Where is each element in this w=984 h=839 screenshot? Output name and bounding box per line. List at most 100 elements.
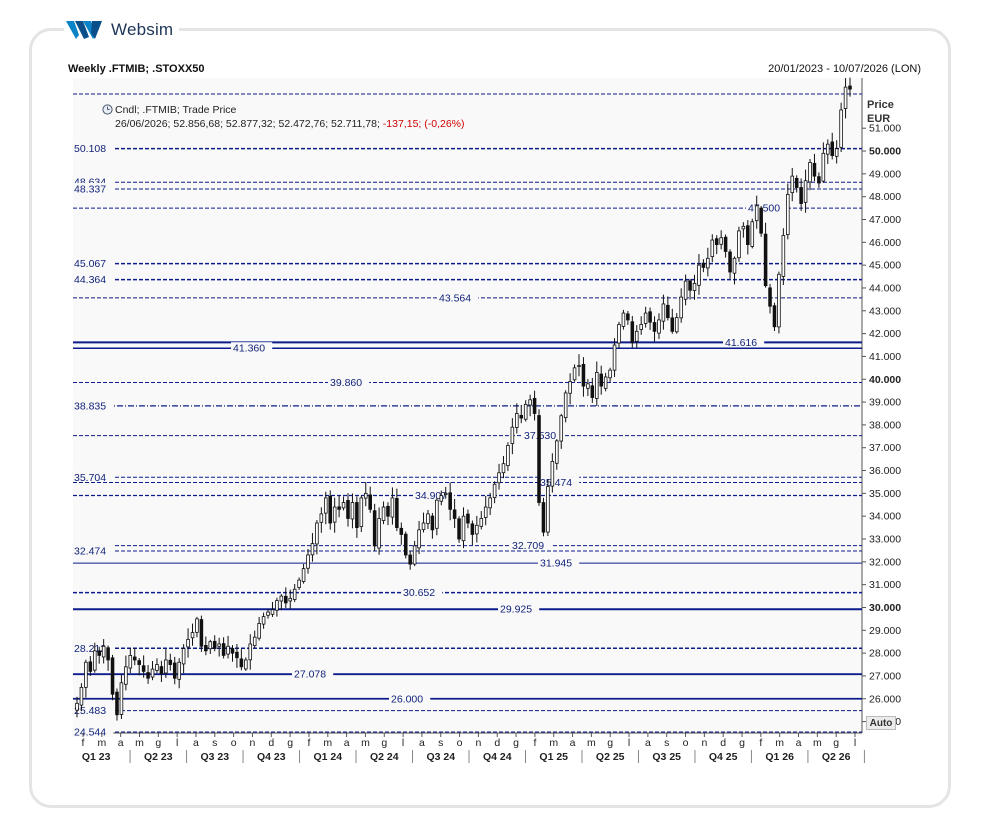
candle-body[interactable] (621, 312, 626, 327)
candle-body[interactable] (794, 177, 799, 188)
candle-body[interactable] (377, 518, 381, 549)
candle-body[interactable] (723, 236, 728, 252)
candle-body[interactable] (603, 376, 608, 389)
candle-body[interactable] (612, 344, 617, 371)
candle-body[interactable] (448, 492, 452, 510)
candle-body[interactable] (110, 657, 115, 695)
candle-body[interactable] (315, 522, 319, 545)
candle-body[interactable] (577, 365, 581, 367)
candle-body[interactable] (590, 385, 595, 398)
candle-body[interactable] (186, 639, 190, 648)
candle-body[interactable] (759, 207, 763, 234)
candle-body[interactable] (826, 143, 830, 155)
candle-body[interactable] (626, 313, 630, 321)
candle-body[interactable] (466, 513, 470, 524)
candle-body[interactable] (359, 497, 364, 527)
candle-body[interactable] (328, 495, 333, 524)
candle-body[interactable] (199, 619, 204, 647)
candle-body[interactable] (164, 659, 168, 674)
candle-body[interactable] (346, 499, 350, 519)
candle-body[interactable] (332, 506, 337, 523)
clock-icon[interactable] (102, 104, 113, 115)
candle-body[interactable] (297, 579, 301, 588)
candle-body[interactable] (563, 392, 568, 418)
candle-body[interactable] (421, 522, 426, 531)
candle-body[interactable] (732, 257, 737, 274)
candle-body[interactable] (244, 659, 248, 670)
candle-body[interactable] (403, 533, 408, 556)
candle-body[interactable] (532, 397, 537, 414)
candle-body[interactable] (128, 655, 133, 669)
candle-body[interactable] (506, 445, 510, 466)
candle-body[interactable] (741, 225, 746, 230)
candle-body[interactable] (261, 616, 266, 625)
candle-body[interactable] (541, 502, 546, 533)
candle-body[interactable] (652, 322, 657, 332)
candle-body[interactable] (523, 403, 528, 420)
candle-body[interactable] (537, 415, 541, 503)
candle-body[interactable] (301, 568, 306, 582)
candle-body[interactable] (679, 296, 683, 319)
candle-body[interactable] (439, 495, 444, 502)
candle-body[interactable] (648, 311, 652, 323)
candle-body[interactable] (137, 660, 141, 665)
candle-body[interactable] (368, 494, 372, 510)
candle-body[interactable] (692, 283, 697, 291)
candle-body[interactable] (555, 440, 559, 464)
candle-body[interactable] (257, 623, 261, 639)
candle-body[interactable] (324, 497, 328, 514)
candle-body[interactable] (435, 499, 439, 529)
candle-body[interactable] (697, 264, 701, 286)
candle-body[interactable] (226, 645, 230, 655)
candle-body[interactable] (559, 415, 564, 442)
candle-body[interactable] (119, 682, 124, 715)
candle-body[interactable] (643, 312, 648, 324)
candle-body[interactable] (363, 492, 368, 499)
candle-body[interactable] (412, 545, 417, 565)
auto-scale-button[interactable]: Auto (866, 716, 896, 730)
candle-body[interactable] (101, 645, 106, 658)
candle-body[interactable] (799, 187, 803, 204)
candle-body[interactable] (839, 109, 843, 148)
candle-body[interactable] (284, 595, 288, 604)
candle-body[interactable] (204, 645, 208, 652)
candle-body[interactable] (777, 273, 781, 328)
candle-body[interactable] (608, 369, 612, 379)
candle-body[interactable] (270, 609, 275, 615)
candle-body[interactable] (750, 221, 755, 247)
candle-body[interactable] (417, 529, 421, 549)
candle-body[interactable] (488, 497, 492, 509)
candle-body[interactable] (319, 513, 324, 523)
candle-body[interactable] (617, 324, 621, 344)
candle-body[interactable] (239, 658, 244, 668)
candle-body[interactable] (683, 280, 688, 300)
candle-body[interactable] (92, 650, 97, 671)
candle-body[interactable] (572, 367, 577, 381)
candle-body[interactable] (763, 233, 768, 287)
candle-body[interactable] (479, 518, 484, 527)
candle-body[interactable] (452, 509, 457, 519)
candle-body[interactable] (350, 502, 355, 520)
candle-body[interactable] (666, 304, 670, 319)
candle-body[interactable] (843, 86, 848, 109)
candle-body[interactable] (132, 656, 137, 661)
candle-body[interactable] (177, 661, 181, 680)
candle-body[interactable] (475, 524, 479, 535)
candle-body[interactable] (470, 523, 475, 535)
candle-body[interactable] (372, 510, 377, 547)
candle-body[interactable] (230, 648, 235, 654)
candle-body[interactable] (821, 152, 826, 182)
candle-body[interactable] (701, 262, 706, 268)
candle-body[interactable] (519, 414, 524, 419)
candle-body[interactable] (386, 505, 390, 517)
candle-body[interactable] (235, 651, 239, 659)
candle-body[interactable] (181, 648, 186, 665)
candle-body[interactable] (492, 483, 497, 499)
candle-body[interactable] (461, 515, 466, 542)
candle-body[interactable] (630, 321, 635, 344)
candle-body[interactable] (381, 506, 386, 521)
candle-body[interactable] (661, 303, 666, 322)
candle-body[interactable] (146, 672, 150, 679)
candle-body[interactable] (688, 280, 692, 291)
candle-body[interactable] (670, 317, 675, 332)
